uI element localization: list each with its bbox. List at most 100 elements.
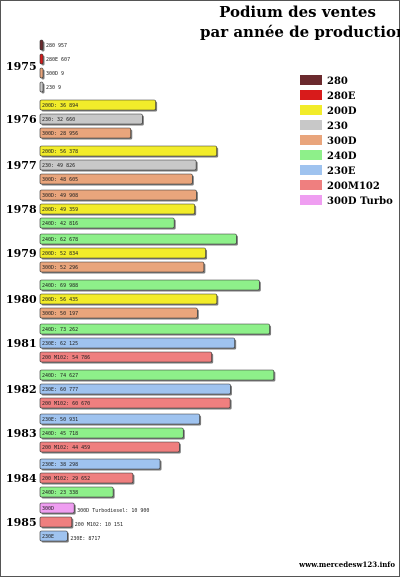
year-label-1975: 1975 — [6, 60, 37, 73]
source-credit: www.mercedesw123.info — [299, 560, 395, 569]
bar-1982-200m102-value-label: 200 M102: 60 670 — [42, 401, 90, 407]
title-line-2: par année de production — [200, 23, 400, 41]
bar-1985-300d-turbo-value-label: 300D Turbodiesel: 10 900 — [77, 508, 149, 514]
bar-1981-230e-value-label: 230E: 62 125 — [42, 341, 78, 347]
chart-title: Podium des ventes par année de productio… — [200, 2, 400, 42]
bar-1977-230-value-label: 230: 49 826 — [42, 163, 75, 169]
legend-swatch-230 — [300, 120, 322, 130]
legend-label-240d: 240D — [327, 151, 357, 162]
bar-1984-200m102-value-label: 200 M102: 29 652 — [42, 476, 90, 482]
year-label-1983: 1983 — [6, 427, 37, 440]
legend-swatch-300d-turbo — [300, 195, 322, 205]
bar-1985-230e-inner-label: 230E — [42, 534, 54, 540]
bar-1981-240d-value-label: 240D: 73 262 — [42, 327, 78, 333]
bar-1976-200d-value-label: 200D: 36 894 — [42, 103, 78, 109]
bar-1975-280e — [39, 53, 44, 65]
bar-1984-200m102 — [39, 472, 134, 484]
bar-1984-240d — [39, 486, 114, 498]
bar-1978-300d-value-label: 300D: 49 908 — [42, 193, 78, 199]
bar-1978-240d-value-label: 240D: 42 816 — [42, 221, 78, 227]
bar-1982-240d — [39, 369, 275, 381]
year-label-1979: 1979 — [6, 247, 37, 260]
legend-label-280e: 280E — [327, 91, 356, 102]
bar-1976-230-value-label: 230: 32 660 — [42, 117, 75, 123]
legend-swatch-280e — [300, 90, 322, 100]
legend-swatch-200m102 — [300, 180, 322, 190]
bar-1983-230e — [39, 413, 200, 425]
bar-1983-240d-value-label: 240D: 45 718 — [42, 431, 78, 437]
bar-1979-200d-value-label: 200D: 52 834 — [42, 251, 78, 257]
bar-1985-230e — [39, 530, 68, 542]
bar-1977-300d — [39, 173, 193, 185]
bar-1984-240d-value-label: 240D: 23 338 — [42, 490, 78, 496]
year-label-1978: 1978 — [6, 203, 37, 216]
bar-1980-240d-value-label: 240D: 69 988 — [42, 283, 78, 289]
legend-label-300d: 300D — [327, 136, 357, 147]
bar-1981-200m102-value-label: 200 M102: 54 786 — [42, 355, 90, 361]
title-line-1: Podium des ventes — [219, 3, 376, 21]
bar-1985-200m102-value-label: 200 M102: 10 151 — [75, 522, 123, 528]
bar-1982-240d-value-label: 240D: 74 627 — [42, 373, 78, 379]
legend-swatch-230e — [300, 165, 322, 175]
bar-1979-300d-value-label: 300D: 52 296 — [42, 265, 78, 271]
bar-1976-200d — [39, 99, 156, 111]
legend-label-200d: 200D — [327, 106, 357, 117]
legend-swatch-240d — [300, 150, 322, 160]
bar-1985-200m102 — [39, 516, 73, 528]
bar-1975-300d-value-label: 300D 9 — [46, 71, 64, 77]
legend-swatch-200d — [300, 105, 322, 115]
legend-label-280: 280 — [327, 76, 348, 87]
year-label-1984: 1984 — [6, 472, 37, 485]
bar-1975-280 — [39, 39, 44, 51]
bar-1982-230e-value-label: 230E: 60 777 — [42, 387, 78, 393]
year-label-1976: 1976 — [6, 113, 37, 126]
bar-1977-300d-value-label: 300D: 48 605 — [42, 177, 78, 183]
bar-1976-300d-value-label: 300D: 28 956 — [42, 131, 78, 137]
bar-1979-240d — [39, 233, 237, 245]
bar-1983-200m102 — [39, 441, 180, 453]
legend-label-300d-turbo: 300D Turbo — [327, 196, 393, 207]
bar-1982-200m102 — [39, 397, 231, 409]
bar-1978-300d — [39, 189, 197, 201]
bar-1975-280e-value-label: 280E 607 — [46, 57, 70, 63]
bar-1978-200d — [39, 203, 195, 215]
bar-1977-230 — [39, 159, 197, 171]
bar-1976-230 — [39, 113, 143, 125]
year-label-1985: 1985 — [6, 516, 37, 529]
bar-1985-300d-turbo — [39, 502, 75, 514]
bar-1985-300d-turbo-inner-label: 300D — [42, 506, 54, 512]
bar-1978-200d-value-label: 200D: 49 359 — [42, 207, 78, 213]
bar-1975-230 — [39, 81, 44, 93]
bar-1982-230e — [39, 383, 231, 395]
bar-1980-300d-value-label: 300D: 50 197 — [42, 311, 78, 317]
bar-1975-230-value-label: 230 9 — [46, 85, 61, 91]
year-label-1980: 1980 — [6, 293, 37, 306]
legend-label-230: 230 — [327, 121, 348, 132]
bar-1980-200d-value-label: 200D: 56 435 — [42, 297, 78, 303]
bar-1979-300d — [39, 261, 205, 273]
legend-swatch-280 — [300, 75, 322, 85]
bar-1983-240d — [39, 427, 184, 439]
bar-1983-230e-value-label: 230E: 50 931 — [42, 417, 78, 423]
bar-1980-300d — [39, 307, 198, 319]
bar-1977-200d-value-label: 200D: 56 378 — [42, 149, 78, 155]
bar-1980-240d — [39, 279, 260, 291]
bar-1979-240d-value-label: 240D: 62 678 — [42, 237, 78, 243]
legend-swatch-300d — [300, 135, 322, 145]
bar-1978-240d — [39, 217, 175, 229]
bar-1981-240d — [39, 323, 270, 335]
legend-label-200m102: 200M102 — [327, 181, 380, 192]
bar-1980-200d — [39, 293, 218, 305]
bar-1984-230e-value-label: 230E: 38 298 — [42, 462, 78, 468]
bar-1981-230e — [39, 337, 235, 349]
bar-1976-300d — [39, 127, 132, 139]
bar-1984-230e — [39, 458, 161, 470]
bar-1985-230e-value-label: 230E: 8717 — [70, 536, 100, 542]
bar-1975-300d — [39, 67, 44, 79]
year-label-1981: 1981 — [6, 337, 37, 350]
bar-1977-200d — [39, 145, 217, 157]
legend-label-230e: 230E — [327, 166, 356, 177]
year-label-1982: 1982 — [6, 383, 37, 396]
